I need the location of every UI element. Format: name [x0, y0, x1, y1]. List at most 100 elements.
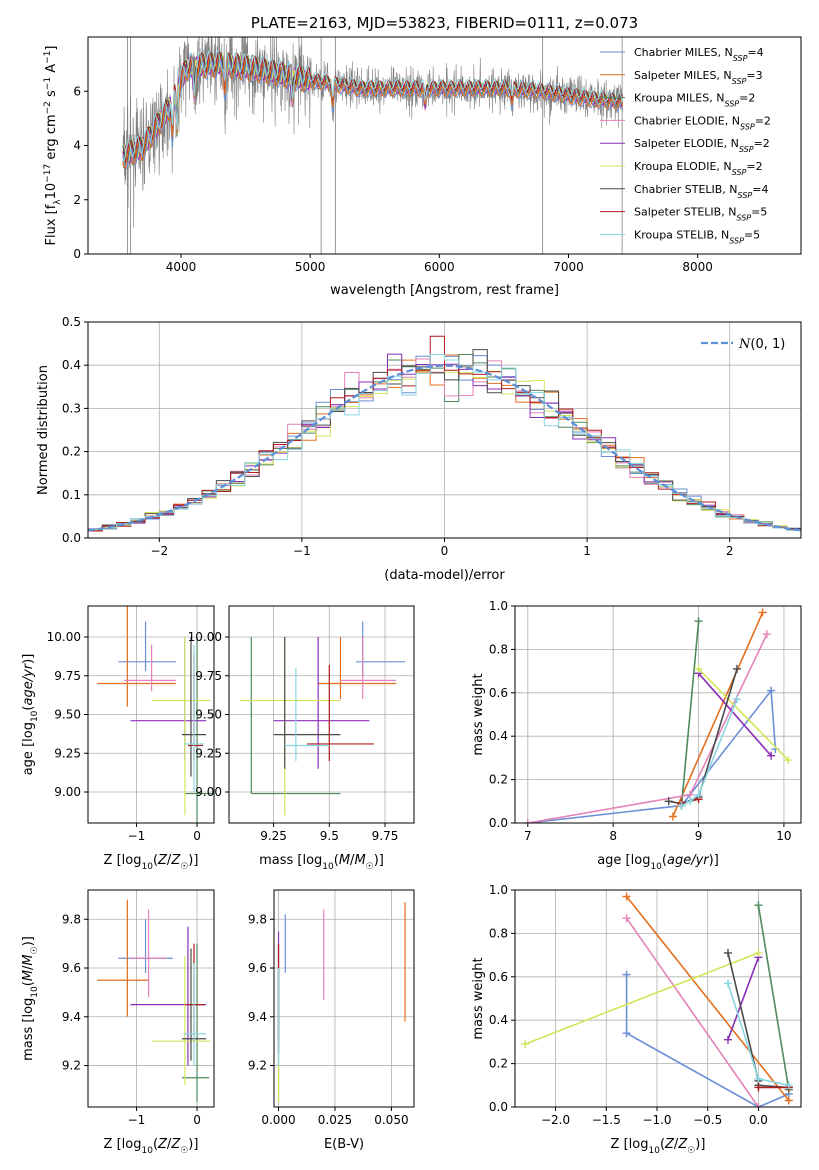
errorbar-point-4 [130, 926, 207, 1066]
y-tick-label: 9.8 [62, 912, 81, 926]
plot-area [240, 621, 406, 816]
legend-sub: SSP [729, 236, 744, 245]
y-axis-label: mass weight [471, 957, 486, 1039]
y-tick-label: 9.75 [195, 669, 222, 683]
label-part: / [167, 1137, 172, 1152]
x-tick-label: −2.0 [541, 1113, 570, 1127]
weight-marker [622, 892, 631, 901]
y-tick-label: 0.1 [62, 488, 81, 502]
weight-marker [723, 1035, 732, 1044]
y-tick-label: 0.6 [489, 970, 508, 984]
label-part: 10 [141, 862, 153, 872]
x-tick-label: 0.025 [318, 1113, 352, 1127]
x-tick-label: 9.25 [260, 829, 287, 843]
label-part: / [167, 853, 172, 868]
errorbar-point-5 [151, 955, 211, 1086]
label-part: )] [21, 936, 36, 946]
x-tick-label: 5000 [295, 260, 326, 274]
y-tick-label: 9.2 [248, 1059, 267, 1073]
errorbar-point-5 [151, 637, 211, 816]
y-tick-label: 10.00 [47, 630, 81, 644]
errorbar-point-6 [273, 637, 341, 769]
weight-marker [523, 819, 532, 823]
legend-sub: SSP [732, 76, 747, 85]
legend-text: Kroupa ELODIE, N [634, 160, 732, 173]
observed-spectrum [122, 37, 623, 228]
label-part: 10 [650, 862, 662, 872]
legend-text: Chabrier ELODIE, N [634, 114, 740, 127]
y-tick-label: 9.6 [62, 961, 81, 975]
y-axis-label: Normed distribution [36, 365, 51, 495]
weight-series-5 [521, 948, 763, 1049]
errorbar-point-8 [284, 668, 330, 761]
label-part: Z [157, 853, 168, 868]
weight-series-1 [668, 608, 767, 821]
legend-label-normal: N(0, 1) [738, 337, 785, 352]
weight-series-4 [694, 669, 776, 760]
label-part: −1 [43, 51, 53, 64]
y-axis-label: age [log10(age/yr)] [21, 654, 40, 776]
weight-line [697, 672, 772, 757]
weight-line [625, 917, 760, 1107]
legend-text: Chabrier MILES, N [634, 46, 733, 59]
legend-text: Salpeter MILES, N [634, 69, 732, 82]
legend-value: =2 [755, 114, 771, 127]
label-part: A [44, 64, 59, 77]
label-part: / [350, 853, 355, 868]
weight-marker [784, 1096, 793, 1105]
x-tick-label: −1 [128, 1113, 146, 1127]
errorbar-point-3 [340, 637, 397, 699]
x-tick-label: 4000 [166, 260, 197, 274]
y-tick-label: 9.4 [62, 1010, 81, 1024]
normal-curve [88, 364, 801, 532]
y-tick-label: 0.3 [62, 401, 81, 415]
plot-area [97, 606, 213, 823]
plot-area [521, 892, 793, 1107]
weight-marker [677, 801, 686, 810]
x-tick-label: 0 [193, 1113, 201, 1127]
label-part: ☉ [180, 1146, 188, 1156]
y-tick-label: 0.4 [489, 1013, 508, 1027]
model-spectrum-1 [122, 57, 624, 169]
y-tick-label: 1.0 [489, 599, 508, 613]
legend-text: Kroupa MILES, N [634, 92, 724, 105]
errorbar-point-1 [97, 606, 176, 707]
x-axis-label: Z [log10(Z/Z☉)] [104, 1137, 199, 1156]
label-part: mass [log [259, 853, 322, 868]
legend-label-8: Kroupa STELIB, NSSP=5 [634, 228, 760, 245]
y-tick-label: 9.00 [195, 785, 222, 799]
plot-area [277, 902, 406, 1103]
legend-sub: SSP [732, 168, 747, 177]
weight-marker [754, 948, 763, 957]
weight-marker [668, 812, 677, 821]
legend-sub: SSP [738, 190, 753, 199]
axes-frame [228, 605, 415, 824]
x-tick-label: 2 [726, 544, 734, 558]
weight-marker [754, 901, 763, 910]
legend-label-4: Salpeter ELODIE, NSSP=2 [634, 137, 770, 154]
weight-marker [754, 1074, 763, 1083]
weight-marker [762, 630, 771, 639]
x-axis-label: Z [log10(Z/Z☉)] [104, 853, 199, 872]
weight-series-3 [622, 914, 763, 1107]
legend-label-7: Salpeter STELIB, NSSP=5 [634, 206, 767, 223]
legend-value: =4 [752, 183, 768, 196]
panel-residuals: −2 −1 0 1 2 0.0 0.1 0.2 0.3 0.4 0.5 (data-model)/er… [36, 315, 802, 583]
weight-marker [723, 979, 732, 988]
y-tick-label: 0.2 [489, 773, 508, 787]
errorbar-point-8 [183, 963, 207, 1066]
legend-N: N [738, 337, 751, 352]
weight-line [698, 668, 789, 761]
x-tick-label: 7000 [553, 260, 584, 274]
weight-line [527, 633, 768, 823]
weight-line [681, 699, 738, 807]
axes-frame [87, 889, 215, 1108]
legend-text: Kroupa STELIB, N [634, 228, 729, 241]
y-tick-label: 0.6 [489, 686, 508, 700]
y-tick-label: 4 [73, 139, 81, 153]
weight-line [672, 612, 764, 817]
panel-mass-vs-z: −1 09.29.49.69.8Z [log10(Z/Z☉)]mass [log1… [21, 889, 215, 1156]
label-part: Z [log [104, 853, 142, 868]
errorbar-point-4 [130, 637, 207, 761]
